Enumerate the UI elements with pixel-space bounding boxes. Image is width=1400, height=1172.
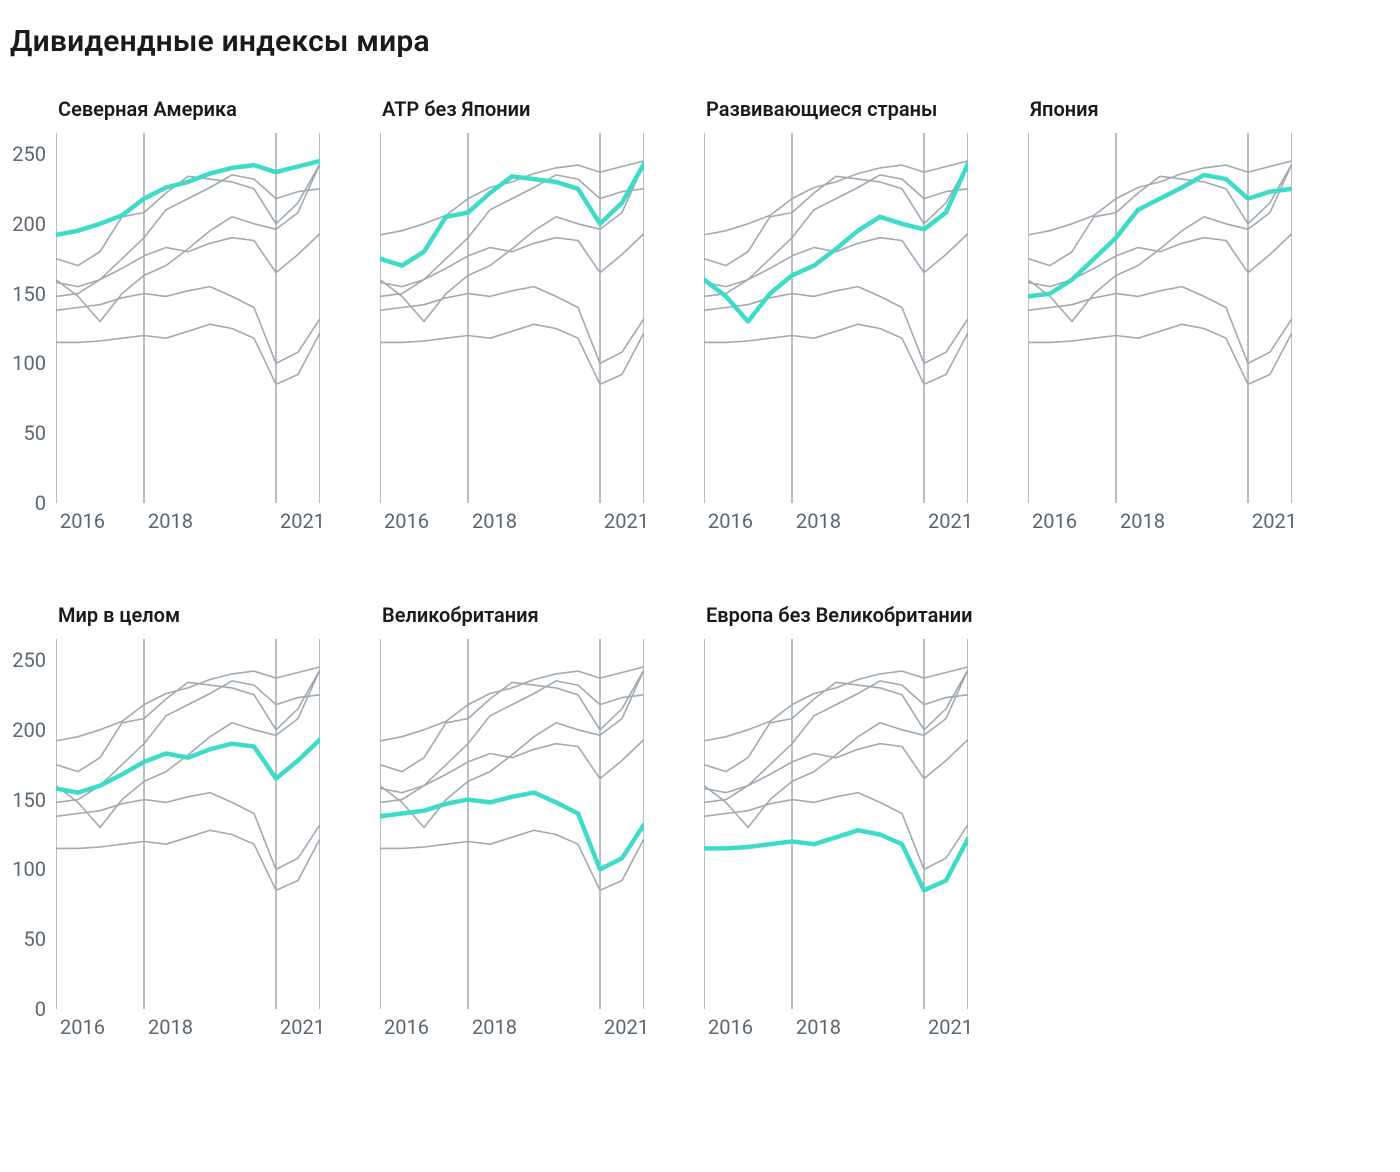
y-tick-label: 100 [12,351,46,375]
panel-plot-svg [1028,133,1292,503]
x-tick-label: 2021 [928,509,973,533]
x-tick-label: 2018 [796,509,841,533]
y-tick-label: 150 [12,788,46,812]
chart-row: 0 50 100 150 200 250 Северная Америка 2016 201… [0,97,1380,535]
panel-title: Великобритания [382,603,644,627]
panel-title: Европа без Великобритании [706,603,972,627]
x-tick-label: 2016 [60,1015,105,1039]
y-axis: 050100150200250 [0,133,56,503]
x-tick-label: 2016 [384,509,429,533]
panel-title: Развивающиеся страны [706,97,968,121]
panel-plot [380,639,644,1009]
x-tick-label: 2021 [604,509,649,533]
x-tick-label: 2018 [148,509,193,533]
panel-plot-svg [704,639,968,1009]
panel-plot [380,133,644,503]
x-axis: 201620182021 [380,509,644,535]
x-tick-label: 2018 [472,1015,517,1039]
y-tick-label: 50 [24,927,46,951]
panel-plot [704,639,968,1009]
x-tick-label: 2018 [148,1015,193,1039]
panel-plot [1028,133,1292,503]
y-tick-label: 250 [12,142,46,166]
x-tick-label: 2021 [928,1015,973,1039]
x-tick-label: 2016 [384,1015,429,1039]
x-tick-label: 2016 [60,509,105,533]
x-axis: 201620182021 [704,509,968,535]
x-axis: 201620182021 [56,509,320,535]
x-tick-label: 2021 [1252,509,1297,533]
y-tick-label: 0 [35,997,46,1021]
x-tick-label: 2016 [708,509,753,533]
panel-plot-svg [704,133,968,503]
y-tick-label: 100 [12,857,46,881]
panel-title: Мир в целом [58,603,320,627]
x-axis: 201620182021 [704,1015,968,1041]
x-tick-label: 2021 [280,509,325,533]
chart-panel: Япония 201620182021 [1028,97,1292,535]
panel-plot-svg [380,639,644,1009]
y-tick-label: 0 [35,491,46,515]
x-tick-label: 2016 [1032,509,1077,533]
chart-panel: Развивающиеся страны 201620182021 [704,97,968,535]
panel-title: АТР без Японии [382,97,644,121]
chart-panel: Великобритания 201620182021 [380,603,644,1041]
panel-plot [704,133,968,503]
panel-plot-svg [380,133,644,503]
panels-container: Мир в целом 201620182021 Великобритания … [56,603,972,1041]
panel-plot [56,639,320,1009]
x-tick-label: 2018 [1120,509,1165,533]
x-axis: 201620182021 [56,1015,320,1041]
x-tick-label: 2018 [796,1015,841,1039]
x-axis: 201620182021 [380,1015,644,1041]
x-tick-label: 2018 [472,509,517,533]
y-tick-label: 200 [12,212,46,236]
y-axis: 050100150200250 [0,639,56,1009]
x-axis: 201620182021 [1028,509,1292,535]
chart-grid: 0 50 100 150 200 250 Северная Америка 2016 201… [0,97,1380,1041]
x-tick-label: 2016 [708,1015,753,1039]
x-tick-label: 2021 [280,1015,325,1039]
panel-plot-svg [56,639,320,1009]
y-tick-label: 50 [24,421,46,445]
panel-title: Япония [1030,97,1292,121]
panel-plot-svg [56,133,320,503]
panels-container: Северная Америка 2016 2018 2021 АТР без Яп… [56,97,1292,535]
chart-panel: АТР без Японии 201620182021 [380,97,644,535]
chart-row: 0 50 100 150 200 250 Мир в целом 2016 2018 2021… [0,603,1380,1041]
page-title: Дивидендные индексы мира [10,24,1380,59]
x-tick-label: 2021 [604,1015,649,1039]
panel-title: Северная Америка [58,97,320,121]
chart-panel: Европа без Великобритании 2016 2018 2021 [704,603,972,1041]
panel-plot [56,133,320,503]
chart-panel: Северная Америка 201620182021 [56,97,320,535]
chart-panel: Мир в целом 201620182021 [56,603,320,1041]
y-tick-label: 200 [12,718,46,742]
y-tick-label: 150 [12,282,46,306]
y-tick-label: 250 [12,648,46,672]
page-root: Дивидендные индексы мира 0 50 100 150 200 250… [0,0,1400,1172]
